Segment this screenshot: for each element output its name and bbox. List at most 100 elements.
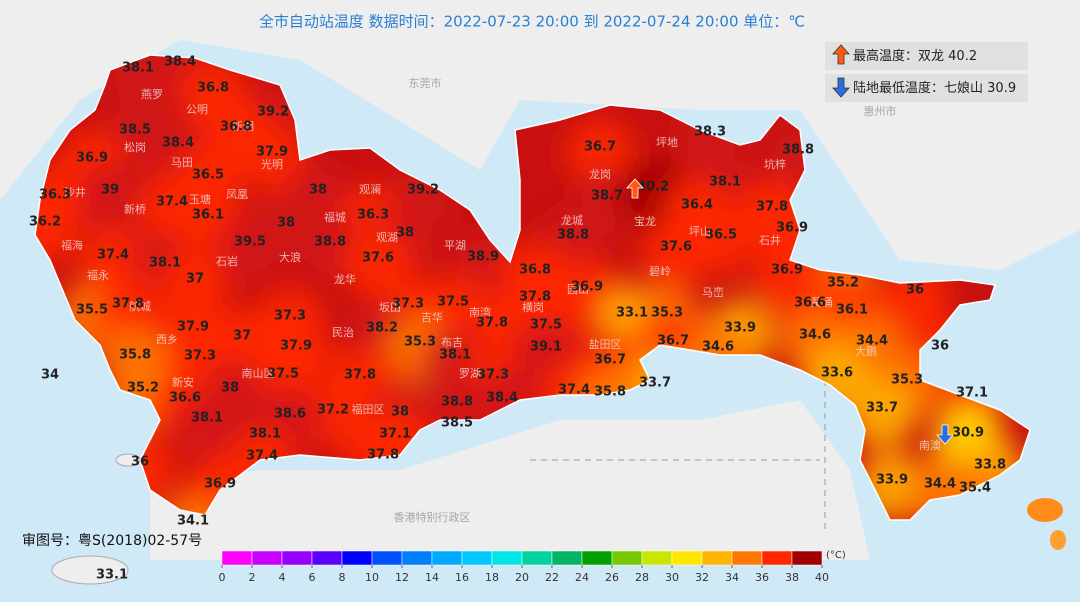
place-name: 马峦 <box>702 285 724 299</box>
colorbar-tick-label: 18 <box>485 571 499 584</box>
colorbar: 0 2 4 6 8 10 12 14 16 18 20 22 24 26 28 30 32 34 36 38 40(°C… <box>219 550 846 584</box>
station-value: 36.5 <box>192 168 224 183</box>
colorbar-tick-label: 6 <box>309 571 316 584</box>
station-value: 35.2 <box>127 381 159 396</box>
station-value: 36.8 <box>220 120 252 135</box>
place-name: 航城 <box>129 299 151 313</box>
legend-value: 30.9 <box>987 81 1016 96</box>
svg-text:最高温度：双龙 40.2: 最高温度：双龙 40.2 <box>853 48 977 64</box>
colorbar-swatch <box>611 550 643 566</box>
station-value: 33.7 <box>639 376 671 391</box>
station-value: 36.6 <box>169 391 201 406</box>
colorbar-swatch <box>461 550 493 566</box>
station-value: 37.6 <box>660 240 692 255</box>
colorbar-swatch <box>401 550 433 566</box>
station-value: 38.5 <box>119 123 151 138</box>
station-value: 37.5 <box>437 295 469 310</box>
max-marker <box>626 178 644 199</box>
place-name: 宝龙 <box>634 214 656 228</box>
station-value: 36.9 <box>776 221 808 236</box>
station-value: 36.7 <box>584 140 616 155</box>
station-value: 35.3 <box>404 335 436 350</box>
place-name: 石岩 <box>216 254 238 268</box>
place-name: 坪山 <box>689 225 711 238</box>
legend-max: 最高温度：双龙 40.2 <box>825 42 1028 70</box>
station-value: 36.1 <box>836 303 868 318</box>
station-value: 37.8 <box>112 297 144 312</box>
station-value: 38.4 <box>162 136 194 151</box>
station-value: 33.6 <box>821 366 853 381</box>
colorbar-tick-label: 22 <box>545 571 559 584</box>
heat-patch <box>35 194 79 262</box>
station-value: 36.3 <box>39 188 71 203</box>
station-value: 37.3 <box>477 368 509 383</box>
station-value: 38.3 <box>694 125 726 140</box>
place-name: 大鹏 <box>855 344 877 358</box>
station-value: 34.1 <box>177 514 209 529</box>
hk-land <box>150 400 870 560</box>
place-name: 大浪 <box>279 250 301 264</box>
place-name: 燕罗 <box>141 88 163 101</box>
colorbar-swatch <box>761 550 793 566</box>
place-name: 香港特别行政区 <box>394 510 471 524</box>
colorbar-tick-label: 20 <box>515 571 529 584</box>
place-name: 葵涌 <box>811 296 833 309</box>
place-name: 龙城 <box>561 214 583 227</box>
island <box>115 453 141 467</box>
colorbar-swatch <box>581 550 613 566</box>
colorbar-swatch <box>431 550 463 566</box>
place-name: 玉塘 <box>189 192 211 206</box>
station-value: 34 <box>41 368 59 383</box>
station-value: 37.2 <box>317 403 349 418</box>
station-value: 36.4 <box>681 198 713 213</box>
station-value: 37.6 <box>362 251 394 266</box>
colorbar-swatch <box>251 550 283 566</box>
place-name: 东莞市 <box>409 76 442 90</box>
heat-patch <box>76 162 144 230</box>
station-value: 37.8 <box>756 200 788 215</box>
station-value: 38.8 <box>557 228 589 243</box>
colorbar-tick-label: 32 <box>695 571 709 584</box>
station-value: 36 <box>131 455 149 470</box>
station-value: 33.9 <box>876 473 908 488</box>
station-value: 37.8 <box>476 316 508 331</box>
station-value: 38.2 <box>366 321 398 336</box>
colorbar-tick-label: 4 <box>279 571 286 584</box>
station-value: 30.9 <box>952 426 984 441</box>
place-name: 观湖 <box>376 231 398 244</box>
station-value: 36.7 <box>594 353 626 368</box>
place-name: 吉华 <box>421 310 443 324</box>
colorbar-swatch <box>641 550 673 566</box>
colorbar-tick-label: 36 <box>755 571 769 584</box>
colorbar-swatch <box>341 550 373 566</box>
station-value: 33.9 <box>724 321 756 336</box>
heat-patch <box>161 251 229 319</box>
station-value: 38.9 <box>467 250 499 265</box>
place-name: 龙岗 <box>589 168 611 181</box>
station-value: 36 <box>906 283 924 298</box>
station-value: 40.2 <box>637 180 669 195</box>
colorbar-tick-label: 28 <box>635 571 649 584</box>
station-value: 37.5 <box>530 318 562 333</box>
place-name: 凤凰 <box>226 188 248 201</box>
station-value: 34.4 <box>856 334 888 349</box>
station-value: 33.1 <box>616 306 648 321</box>
station-value: 36.7 <box>657 334 689 349</box>
island <box>51 555 129 585</box>
place-name: 坪地 <box>656 136 678 149</box>
title: 全市自动站温度 数据时间：2022-07-23 20:00 到 2022-07-… <box>259 13 805 31</box>
place-name: 西乡 <box>156 333 178 346</box>
station-value: 37.3 <box>184 349 216 364</box>
station-value: 37.4 <box>558 383 590 398</box>
island <box>1027 498 1063 522</box>
colorbar-tick-label: 2 <box>249 571 256 584</box>
place-name: 马田 <box>171 156 193 169</box>
station-value: 36.8 <box>519 263 551 278</box>
station-value: 39.1 <box>530 340 562 355</box>
colorbar-tick-label: 10 <box>365 571 379 584</box>
station-value: 35.3 <box>651 306 683 321</box>
station-value: 38.7 <box>591 189 623 204</box>
place-name: 福永 <box>87 268 109 282</box>
colorbar-tick-label: 38 <box>785 571 799 584</box>
colorbar-swatch <box>731 550 763 566</box>
